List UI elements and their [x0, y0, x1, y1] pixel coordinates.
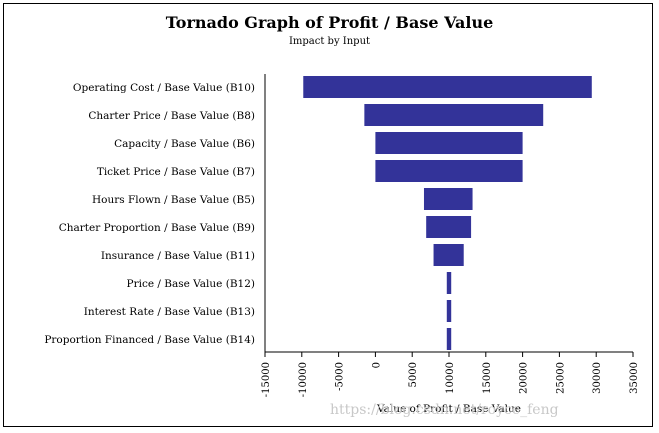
category-label: Proportion Financed / Base Value (B14) [44, 334, 255, 346]
bars-group [303, 76, 592, 350]
chart-title: Tornado Graph of Profit / Base Value [165, 13, 494, 32]
bar-7 [446, 272, 452, 294]
bar-8 [446, 300, 452, 322]
category-label: Charter Proportion / Base Value (B9) [59, 222, 255, 234]
bar-0 [303, 76, 592, 98]
bar-4 [423, 188, 473, 210]
watermark: https://blog.csdn.net/royce_feng [330, 402, 559, 418]
bar-1 [364, 104, 544, 126]
bar-6 [433, 244, 464, 266]
chart-subtitle: Impact by Input [288, 36, 371, 47]
x-tick-label: -5000 [335, 362, 346, 391]
x-tick-label: -10000 [298, 362, 309, 397]
x-tick-label: 25000 [555, 362, 566, 394]
category-label: Hours Flown / Base Value (B5) [92, 194, 255, 206]
category-label: Insurance / Base Value (B11) [101, 250, 255, 262]
x-tick-label: 5000 [408, 362, 419, 387]
category-label: Price / Base Value (B12) [127, 278, 256, 290]
x-tick-label: -15000 [261, 362, 272, 397]
category-labels-group: Operating Cost / Base Value (B10) Charter… [44, 82, 255, 346]
x-tick-label: 10000 [445, 362, 456, 394]
x-ticks-group: -15000 -10000 -5000 0 5000 10000 15000 20000 250… [261, 352, 640, 397]
category-label: Operating Cost / Base Value (B10) [73, 82, 255, 94]
x-tick-label: 35000 [629, 362, 640, 394]
category-label: Ticket Price / Base Value (B7) [97, 166, 255, 178]
bar-9 [446, 328, 452, 350]
x-tick-label: 30000 [592, 362, 603, 394]
category-label: Interest Rate / Base Value (B13) [84, 306, 255, 318]
x-axis-label: Value of Profit / Base Value [376, 403, 521, 415]
x-tick-label: 20000 [519, 362, 530, 394]
bar-5 [426, 216, 472, 238]
x-tick-label: 15000 [482, 362, 493, 394]
bar-2 [375, 132, 523, 154]
x-tick-label: 0 [371, 362, 382, 368]
bar-3 [375, 160, 523, 182]
chart-frame [3, 3, 653, 427]
category-label: Capacity / Base Value (B6) [114, 138, 255, 150]
category-label: Charter Price / Base Value (B8) [88, 110, 255, 122]
